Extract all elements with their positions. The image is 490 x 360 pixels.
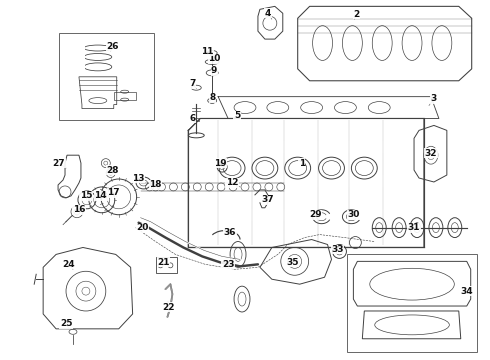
Text: 20: 20: [136, 223, 149, 232]
Text: 16: 16: [73, 205, 85, 214]
Text: 33: 33: [331, 245, 343, 254]
Text: 17: 17: [107, 188, 120, 197]
Text: 21: 21: [157, 258, 170, 267]
Bar: [193, 118, 199, 121]
Text: 10: 10: [208, 54, 220, 63]
Text: 3: 3: [431, 94, 437, 103]
Text: 24: 24: [63, 260, 75, 269]
Text: 6: 6: [189, 114, 196, 123]
Text: 34: 34: [461, 287, 473, 296]
Text: 8: 8: [209, 93, 215, 102]
Text: 28: 28: [106, 166, 119, 175]
Text: 27: 27: [53, 159, 65, 168]
Text: 32: 32: [425, 149, 437, 158]
Text: 12: 12: [226, 179, 238, 188]
Text: 36: 36: [224, 228, 236, 237]
Text: 4: 4: [265, 9, 271, 18]
Text: 31: 31: [408, 223, 420, 232]
Text: 2: 2: [353, 10, 360, 19]
Text: 25: 25: [60, 319, 72, 328]
Text: 15: 15: [80, 192, 92, 201]
Text: 11: 11: [201, 46, 214, 55]
Text: 14: 14: [95, 192, 107, 201]
Text: 30: 30: [347, 210, 360, 219]
Bar: [59, 33, 153, 121]
Text: 35: 35: [287, 258, 299, 267]
Text: 19: 19: [214, 159, 226, 168]
Text: 23: 23: [222, 260, 234, 269]
Text: 29: 29: [309, 210, 322, 219]
Text: 5: 5: [234, 111, 240, 120]
Text: 13: 13: [132, 174, 145, 183]
Text: 18: 18: [149, 180, 162, 189]
Text: 22: 22: [162, 302, 175, 311]
Text: 1: 1: [298, 159, 305, 168]
Text: 9: 9: [211, 66, 218, 75]
Bar: [347, 255, 477, 352]
Text: 26: 26: [106, 41, 119, 50]
Text: 37: 37: [262, 195, 274, 204]
Text: 7: 7: [189, 79, 196, 88]
Bar: [155, 257, 177, 273]
Bar: [114, 92, 136, 100]
